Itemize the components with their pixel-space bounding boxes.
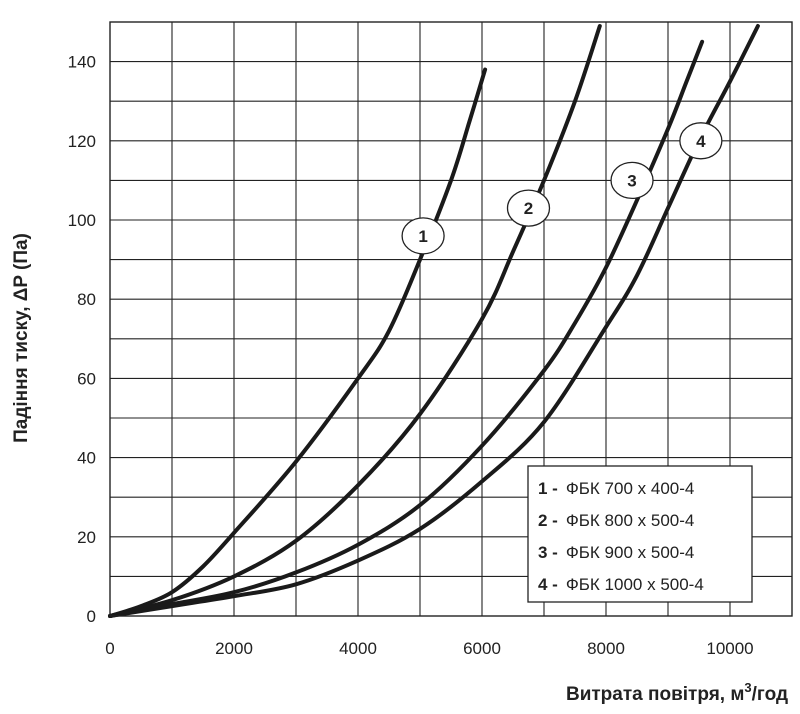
series-line-1 (108, 67, 488, 618)
series-line-2 (108, 24, 602, 618)
legend-entry-label: ФБК 900 x 500-4 (566, 543, 695, 562)
y-tick-label: 20 (77, 528, 96, 547)
x-tick-label: 8000 (587, 639, 625, 658)
series-line-3 (108, 39, 705, 618)
y-tick-label: 0 (87, 607, 96, 626)
y-tick-label: 120 (68, 132, 96, 151)
curve-label-2: 2 (506, 189, 551, 227)
legend-entry-number: 2 - (538, 511, 558, 530)
curve-label-1: 1 (401, 217, 445, 255)
x-axis-title: Витрата повітря, м3/год (566, 680, 788, 705)
legend-box (527, 465, 753, 603)
x-tick-label: 4000 (339, 639, 377, 658)
curve-label-circle (401, 217, 445, 255)
curve-labels: 1 2 3 4 (401, 122, 723, 255)
y-tick-label: 80 (77, 290, 96, 309)
plot-frame (109, 21, 793, 617)
legend-entry-1: 1 - ФБК 700 x 400-4 (538, 479, 694, 498)
legend-entry-3: 3 - ФБК 900 x 500-4 (538, 543, 694, 562)
legend-entry-2: 2 - ФБК 800 x 500-4 (538, 511, 694, 530)
x-tick-label: 2000 (215, 639, 253, 658)
legend-entry-label: ФБК 1000 x 500-4 (566, 575, 704, 594)
y-tick-label: 140 (68, 53, 96, 72)
y-tick-label: 100 (68, 211, 96, 230)
y-tick-labels: 0 20 40 60 80 100 120 140 (68, 53, 96, 626)
curve-label-circle (506, 189, 551, 227)
curve-label-text: 4 (696, 132, 706, 151)
curve-label-3: 3 (610, 161, 654, 200)
legend-entry-number: 3 - (538, 543, 558, 562)
curve-label-4: 4 (679, 122, 723, 160)
y-tick-label: 40 (77, 449, 96, 468)
curve-label-text: 2 (524, 199, 533, 218)
legend-entry-4: 4 - ФБК 1000 x 500-4 (538, 575, 704, 594)
curve-label-circle (679, 122, 723, 160)
x-tick-label: 6000 (463, 639, 501, 658)
legend: 1 - ФБК 700 x 400-4 2 - ФБК 800 x 500-4 3 - Ф… (527, 465, 753, 603)
curve-label-text: 3 (627, 171, 636, 190)
x-tick-label: 0 (105, 639, 114, 658)
legend-entry-number: 1 - (538, 479, 558, 498)
curves (108, 24, 760, 618)
legend-entry-label: ФБК 800 x 500-4 (566, 511, 695, 530)
x-tick-label: 10000 (706, 639, 753, 658)
x-tick-labels: 0 2000 4000 6000 8000 10000 (105, 639, 753, 658)
y-axis-title: Падіння тиску, ΔP (Па) (11, 233, 32, 443)
y-tick-label: 60 (77, 369, 96, 388)
legend-entry-number: 4 - (538, 575, 558, 594)
curve-label-text: 1 (418, 227, 427, 246)
legend-entry-label: ФБК 700 x 400-4 (566, 479, 695, 498)
curve-label-circle (610, 161, 654, 200)
